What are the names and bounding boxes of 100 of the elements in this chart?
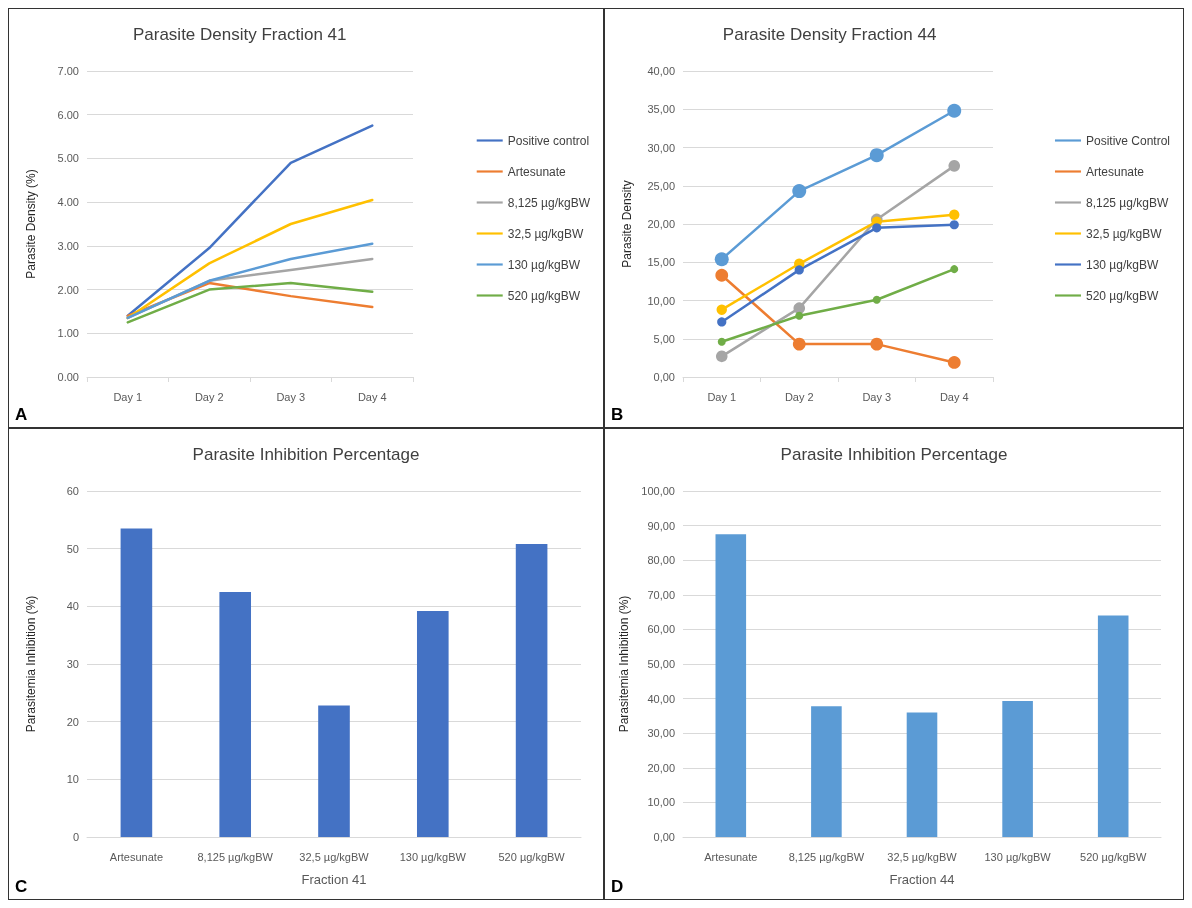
x-tick-label: 520 µg/kgBW: [1080, 850, 1147, 863]
x-tick-label: 32,5 µg/kgBW: [887, 850, 958, 863]
legend-label: 520 µg/kgBW: [507, 288, 581, 303]
y-tick-label: 80,00: [647, 554, 675, 567]
y-tick-label: 30,00: [647, 727, 675, 740]
point: [949, 209, 960, 221]
x-tick-label: Day 2: [784, 390, 814, 403]
y-tick-label: 10,00: [647, 796, 675, 809]
y-tick-label: 90,00: [647, 519, 675, 532]
line-series: [126, 124, 374, 318]
bar: [1002, 701, 1033, 837]
x-tick-label: 32,5 µg/kgBW: [299, 850, 370, 863]
y-tick-label: 0,00: [653, 831, 675, 843]
point: [715, 268, 729, 282]
x-tick-label: Day 3: [862, 390, 892, 403]
x-tick-label: 130 µg/kgBW: [984, 850, 1052, 863]
point: [795, 311, 804, 320]
chart-title: Parasite Inhibition Percentage: [780, 445, 1008, 464]
legend-label: 130 µg/kgBW: [507, 257, 581, 272]
point: [793, 302, 806, 314]
chart-title: Parasite Density Fraction 44: [722, 25, 937, 44]
legend-label: 8,125 µg/kgBW: [507, 195, 591, 210]
y-tick-label: 30,00: [647, 141, 675, 154]
legend-label: Positive control: [507, 133, 590, 148]
y-tick-label: 100,00: [641, 485, 675, 497]
chart-title: Parasite Inhibition Percentage: [192, 445, 420, 464]
y-tick-label: 60,00: [647, 623, 675, 636]
point: [717, 337, 726, 346]
bar: [515, 544, 548, 837]
y-axis-title: Parasite Density: [620, 180, 634, 268]
bar: [219, 591, 252, 837]
y-axis-title: Parasitemia Inhibition (%): [24, 595, 38, 733]
x-tick-label: 8,125 µg/kgBW: [197, 850, 274, 863]
legend-label: Artesunate: [507, 164, 567, 179]
y-tick-label: 5.00: [57, 152, 79, 165]
point: [716, 304, 727, 315]
bar: [318, 705, 350, 837]
legend-label: 32,5 µg/kgBW: [507, 226, 584, 241]
chart-title: Parasite Density Fraction 41: [132, 25, 347, 44]
x-tick-label: Day 4: [939, 390, 969, 403]
point: [792, 184, 807, 199]
point: [792, 337, 806, 351]
y-tick-label: 0,00: [653, 371, 675, 383]
y-tick-label: 40,00: [647, 65, 675, 77]
point: [948, 160, 961, 172]
x-tick-label: 8,125 µg/kgBW: [788, 850, 865, 863]
x-tick-label: Day 2: [194, 390, 224, 403]
x-axis-title: Fraction 41: [301, 872, 367, 887]
text: A: [15, 405, 28, 424]
line-series: [126, 242, 374, 320]
text: B: [611, 405, 624, 424]
point: [794, 265, 804, 275]
x-tick-label: 520 µg/kgBW: [498, 850, 566, 863]
y-tick-label: 6.00: [57, 108, 79, 121]
y-tick-label: 50,00: [647, 658, 675, 670]
bar: [906, 712, 938, 837]
legend-label: 32,5 µg/kgBW: [1085, 226, 1163, 241]
x-tick-label: Day 3: [276, 390, 306, 403]
y-tick-label: 60: [66, 485, 79, 497]
point: [947, 103, 962, 118]
y-tick-label: 2.00: [57, 283, 79, 296]
y-tick-label: 30: [66, 658, 79, 670]
y-tick-label: 15,00: [647, 256, 675, 269]
point: [950, 265, 959, 274]
y-tick-label: 40: [66, 600, 79, 613]
y-tick-label: 40,00: [647, 692, 675, 705]
y-tick-label: 3.00: [57, 239, 79, 252]
y-tick-label: 7.00: [57, 65, 79, 77]
x-tick-label: 130 µg/kgBW: [399, 850, 467, 863]
point: [717, 317, 727, 327]
x-tick-label: Artesunate: [704, 850, 758, 863]
y-tick-label: 20,00: [647, 761, 675, 774]
y-tick-label: 0.00: [57, 371, 79, 383]
y-tick-label: 0: [72, 831, 79, 843]
bar: [416, 610, 449, 837]
legend-label: Artesunate: [1085, 164, 1145, 179]
point: [872, 295, 881, 304]
y-tick-label: 25,00: [647, 179, 675, 192]
point: [872, 223, 882, 233]
y-axis-title: Parasite Density (%): [24, 169, 38, 279]
point: [947, 356, 961, 369]
x-tick-label: Artesunate: [109, 850, 163, 863]
y-tick-label: 20,00: [647, 218, 675, 230]
y-tick-label: 20: [66, 715, 79, 728]
x-tick-label: Day 1: [707, 390, 737, 403]
legend-label: Positive Control: [1085, 133, 1171, 148]
text: D: [611, 877, 624, 896]
point: [949, 220, 959, 230]
point: [870, 337, 884, 351]
x-tick-label: Day 1: [113, 390, 143, 403]
bar: [120, 528, 153, 837]
bar: [811, 706, 842, 837]
point: [715, 350, 728, 363]
legend-label: 130 µg/kgBW: [1085, 257, 1159, 272]
y-tick-label: 35,00: [647, 103, 675, 116]
legend-label: 520 µg/kgBW: [1085, 288, 1159, 303]
y-tick-label: 70,00: [647, 588, 675, 601]
legend-label: 8,125 µg/kgBW: [1085, 195, 1169, 210]
x-tick-label: Day 4: [357, 390, 387, 403]
x-axis-title: Fraction 44: [889, 872, 955, 887]
